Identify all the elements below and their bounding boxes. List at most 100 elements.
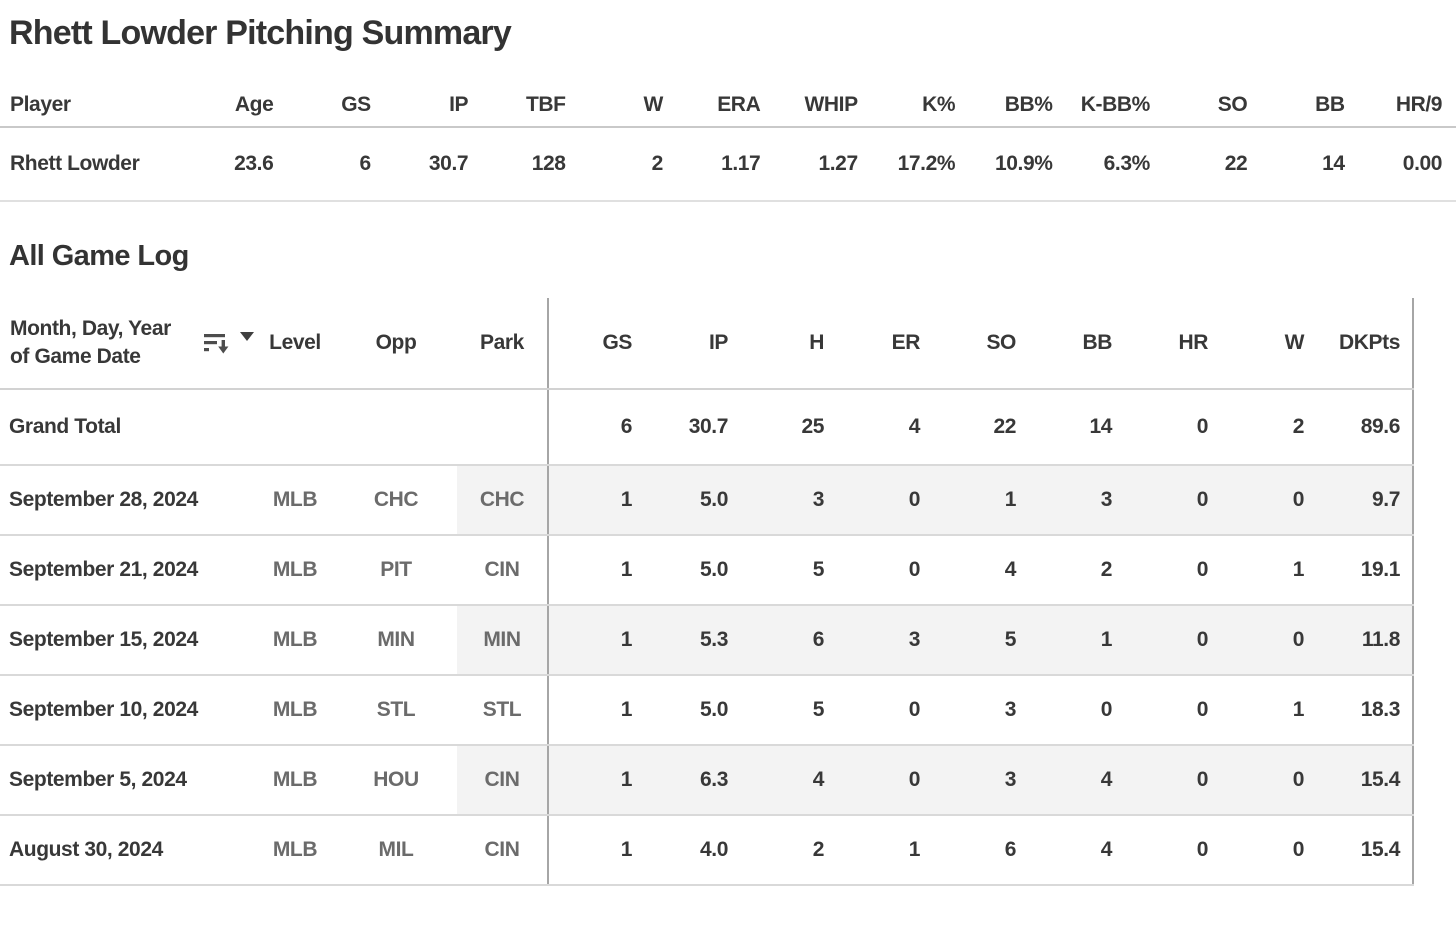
level-cell: MLB (255, 535, 335, 606)
w-cell: 0 (1220, 465, 1316, 536)
ip-cell: 30.7 (384, 127, 483, 202)
gs-cell: 1 (548, 675, 644, 746)
level-cell: MLB (255, 745, 335, 816)
sort-descending-icon[interactable] (204, 332, 231, 355)
w-cell: 0 (1220, 815, 1316, 886)
game-log-header-row: Month, Day, Year of Game Date (0, 298, 1414, 390)
hr-cell: 0 (1124, 745, 1220, 816)
summary-col-era: ERA (676, 83, 775, 128)
er-cell: 3 (836, 605, 932, 676)
dkpts-cell: 9.7 (1316, 465, 1414, 536)
game-log-col-opp: Opp (335, 298, 457, 390)
game-log-col-gs: GS (548, 298, 644, 390)
hr-cell: 0 (1124, 389, 1220, 466)
h-cell: 4 (740, 745, 836, 816)
opp-cell: CHC (335, 465, 457, 536)
bbpct-cell: 10.9% (969, 127, 1067, 202)
hr-cell: 0 (1124, 535, 1220, 606)
summary-col-whip: WHIP (774, 83, 872, 128)
date-column-label: Month, Day, Year of Game Date (10, 317, 171, 368)
bb-cell: 14 (1261, 127, 1359, 202)
summary-col-kpct: K% (871, 83, 970, 128)
game-date-cell: August 30, 2024 (0, 815, 255, 886)
so-cell: 1 (932, 465, 1028, 536)
era-cell: 1.17 (676, 127, 775, 202)
tbf-cell: 128 (482, 127, 580, 202)
dropdown-arrow-icon[interactable] (240, 331, 254, 341)
opp-cell: PIT (335, 535, 457, 606)
kbbpct-cell: 6.3% (1066, 127, 1164, 202)
gs-cell: 1 (548, 605, 644, 676)
w-cell: 2 (579, 127, 677, 202)
so-cell: 6 (932, 815, 1028, 886)
grand-total-row: Grand Total 6 30.7 25 4 22 14 0 2 89.6 (0, 389, 1414, 466)
h-cell: 25 (740, 389, 836, 466)
dkpts-cell: 11.8 (1316, 605, 1414, 676)
game-log-col-level: Level (255, 298, 335, 390)
summary-col-so: SO (1163, 83, 1262, 128)
ip-cell: 5.0 (644, 465, 740, 536)
summary-data-row: Rhett Lowder 23.6 6 30.7 128 2 1.17 1.27… (0, 127, 1456, 202)
gs-cell: 1 (548, 535, 644, 606)
dkpts-cell: 15.4 (1316, 815, 1414, 886)
game-log-row: September 15, 2024 MLB MIN MIN 1 5.3 6 3 5 1 0 0 11.… (0, 605, 1414, 676)
opp-cell (335, 389, 457, 466)
gs-cell: 6 (548, 389, 644, 466)
ip-cell: 5.0 (644, 535, 740, 606)
game-log-col-so: SO (932, 298, 1028, 390)
hr-cell: 0 (1124, 675, 1220, 746)
game-log-col-park: Park (457, 298, 549, 390)
gs-cell: 6 (287, 127, 385, 202)
w-cell: 0 (1220, 605, 1316, 676)
game-date-cell: September 21, 2024 (0, 535, 255, 606)
player-name-cell: Rhett Lowder (0, 127, 190, 202)
hr-cell: 0 (1124, 605, 1220, 676)
ip-cell: 5.3 (644, 605, 740, 676)
summary-col-bb: BB (1261, 83, 1359, 128)
game-log-row: August 30, 2024 MLB MIL CIN 1 4.0 2 1 6 4 0 0 15.4 (0, 815, 1414, 886)
summary-col-w: W (579, 83, 677, 128)
er-cell: 4 (836, 389, 932, 466)
pitching-summary-table: Player Age GS IP TBF W ERA WHIP K% BB% K… (0, 83, 1456, 202)
level-cell: MLB (255, 815, 335, 886)
summary-col-kbbpct: K-BB% (1066, 83, 1164, 128)
level-cell (255, 389, 335, 466)
game-log-title: All Game Log (9, 240, 189, 272)
summary-col-gs: GS (287, 83, 385, 128)
so-cell: 22 (932, 389, 1028, 466)
ip-cell: 6.3 (644, 745, 740, 816)
park-cell: CIN (457, 745, 549, 816)
opp-cell: MIN (335, 605, 457, 676)
so-cell: 5 (932, 605, 1028, 676)
game-log-col-ip: IP (644, 298, 740, 390)
dkpts-cell: 89.6 (1316, 389, 1414, 466)
game-log-table: Month, Day, Year of Game Date (0, 298, 1414, 886)
opp-cell: STL (335, 675, 457, 746)
opp-cell: HOU (335, 745, 457, 816)
game-log-col-hr: HR (1124, 298, 1220, 390)
gs-cell: 1 (548, 815, 644, 886)
summary-col-bbpct: BB% (969, 83, 1067, 128)
opp-cell: MIL (335, 815, 457, 886)
game-log-col-dkpts: DKPts (1316, 298, 1414, 390)
game-log-col-er: ER (836, 298, 932, 390)
game-log-row: September 10, 2024 MLB STL STL 1 5.0 5 0 3 0 0 1 18.… (0, 675, 1414, 746)
so-cell: 22 (1163, 127, 1262, 202)
level-cell: MLB (255, 605, 335, 676)
age-cell: 23.6 (190, 127, 288, 202)
so-cell: 3 (932, 675, 1028, 746)
park-cell: STL (457, 675, 549, 746)
er-cell: 1 (836, 815, 932, 886)
game-log-row: September 5, 2024 MLB HOU CIN 1 6.3 4 0 3 4 0 0 15.4 (0, 745, 1414, 816)
whip-cell: 1.27 (774, 127, 872, 202)
dkpts-cell: 18.3 (1316, 675, 1414, 746)
bb-cell: 14 (1028, 389, 1124, 466)
bb-cell: 3 (1028, 465, 1124, 536)
summary-header-row: Player Age GS IP TBF W ERA WHIP K% BB% K… (0, 83, 1456, 128)
bb-cell: 4 (1028, 815, 1124, 886)
game-log-col-w: W (1220, 298, 1316, 390)
h-cell: 5 (740, 675, 836, 746)
level-cell: MLB (255, 465, 335, 536)
er-cell: 0 (836, 675, 932, 746)
park-cell: MIN (457, 605, 549, 676)
